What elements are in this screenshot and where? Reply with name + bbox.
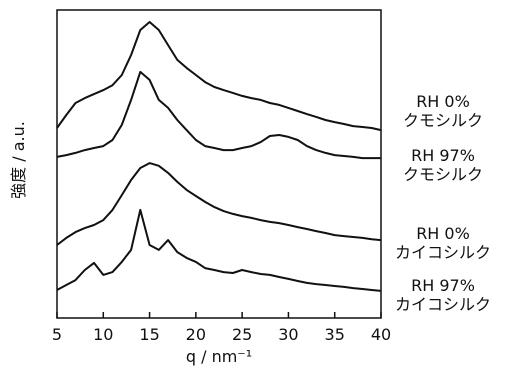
plot-frame <box>56 9 382 319</box>
x-tick-label: 10 <box>93 325 113 344</box>
x-tick-label: 15 <box>139 325 159 344</box>
series-line <box>56 70 381 160</box>
y-axis-label: 強度 / a.u. <box>9 121 28 199</box>
legend-label: RH 97% カイコシルク <box>394 276 491 314</box>
x-tick-label: 30 <box>278 325 298 344</box>
x-tick-label: 35 <box>325 325 345 344</box>
x-tick-label: 20 <box>186 325 206 344</box>
series-line <box>56 208 382 292</box>
legend-label: RH 0% カイコシルク <box>394 224 491 262</box>
legend-label: RH 97% クモシルク <box>402 146 483 184</box>
x-tick-label: 5 <box>52 325 62 344</box>
x-axis-label: q / nm⁻¹ <box>186 347 252 366</box>
series-line <box>56 21 382 132</box>
x-tick-label: 40 <box>371 325 391 344</box>
series-line <box>56 162 382 246</box>
x-tick-label: 25 <box>232 325 252 344</box>
legend-label: RH 0% クモシルク <box>402 92 483 130</box>
